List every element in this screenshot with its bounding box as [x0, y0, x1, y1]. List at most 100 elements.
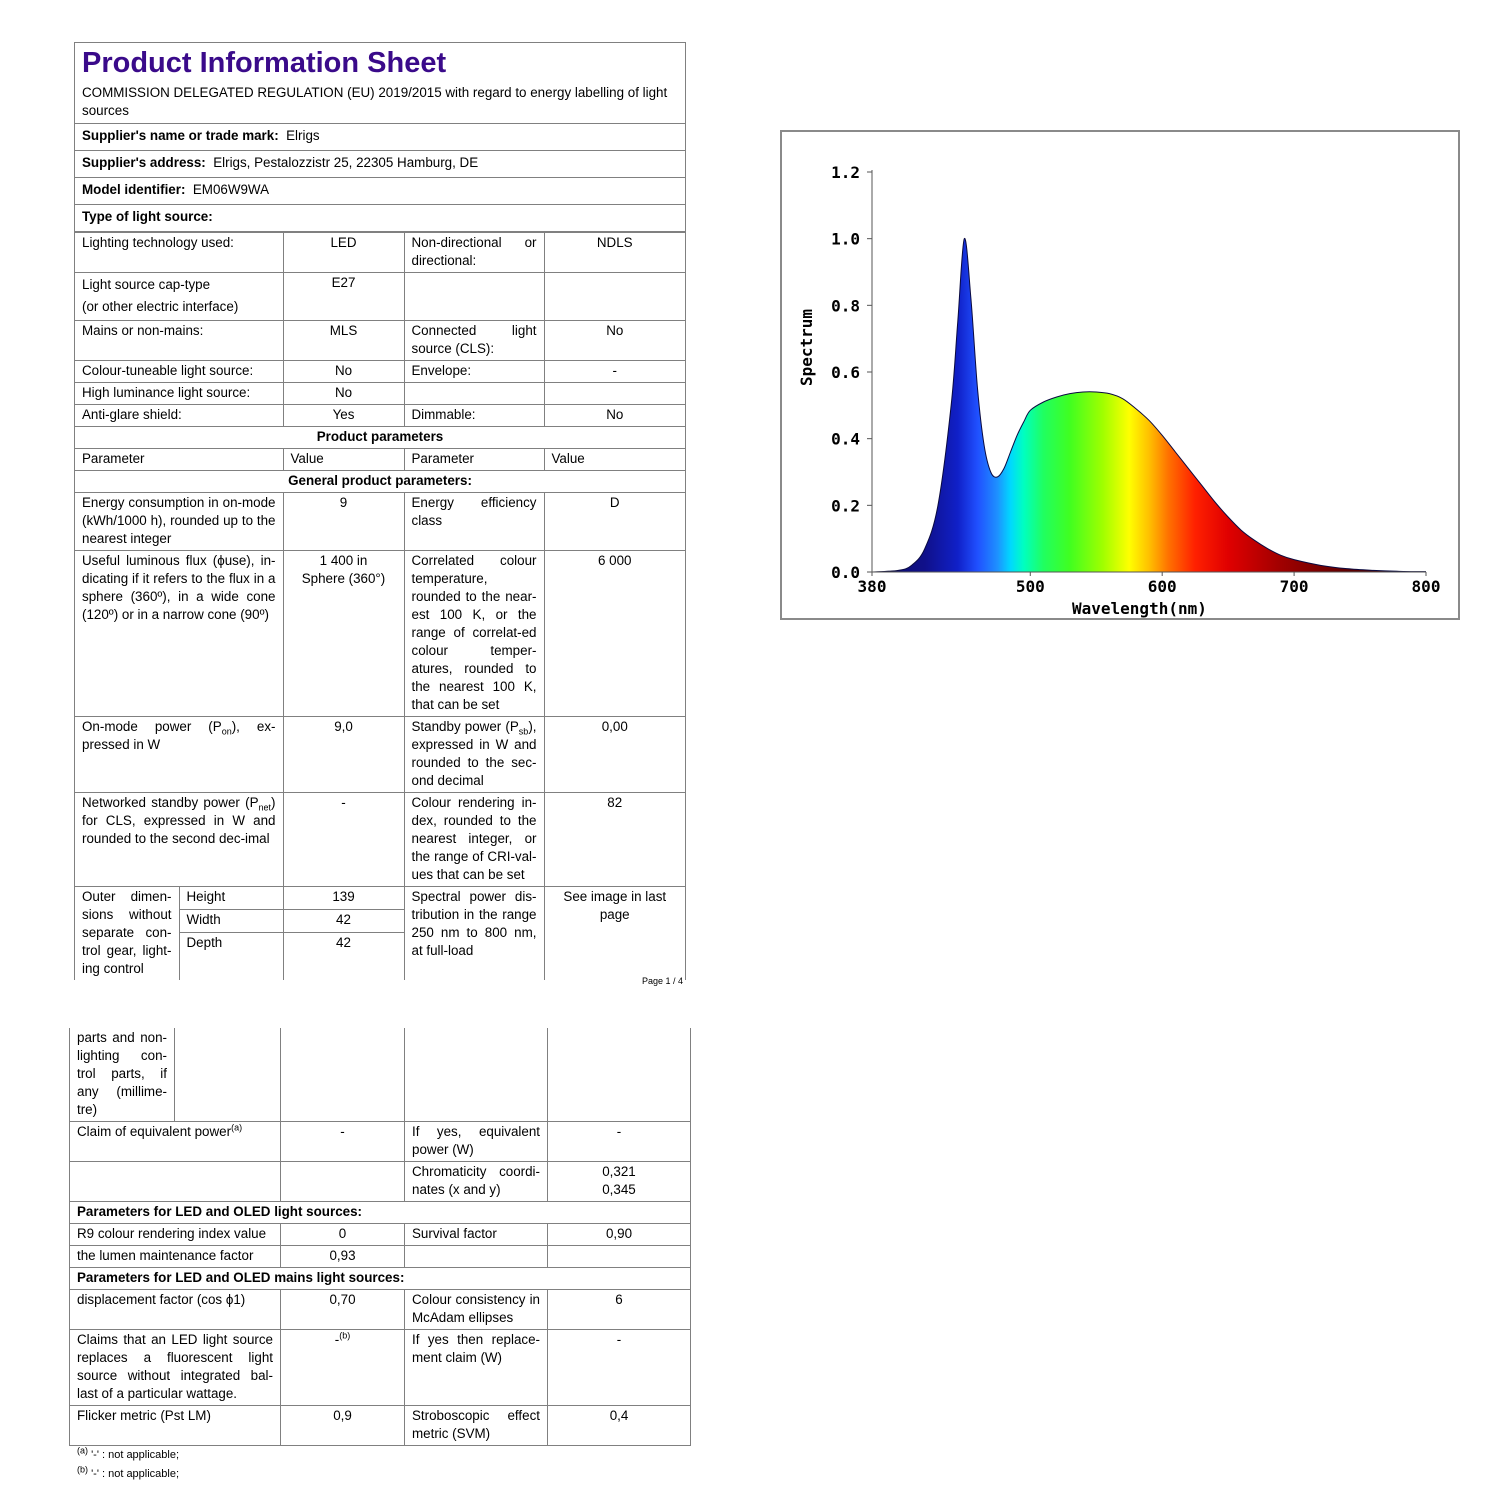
supplier-address-row: Supplier's address: Elrigs, Pestalozzist…: [75, 151, 685, 178]
type-row-value: No: [282, 382, 405, 405]
table-row: On-mode power (Pon), ex-pressed in W 9,0…: [75, 716, 685, 793]
width-value: 42: [282, 908, 405, 933]
depth-label: Depth: [178, 931, 284, 980]
type-row-label-2: Connected light source (CLS):: [403, 320, 545, 361]
depth-value: 42: [282, 931, 405, 980]
width-label: Width: [178, 908, 284, 933]
table-row: Useful luminous flux (ϕuse), in-dicating…: [75, 550, 685, 717]
table-row: the lumen maintenance factor 0,93: [69, 1245, 691, 1268]
table-row: Networked standby power (Pnet) for CLS, …: [75, 792, 685, 887]
empty-cell: [174, 1028, 281, 1122]
footnote-a: (a) '-' : not applicable;: [77, 1446, 690, 1462]
y-tick-label: 0.2: [831, 496, 860, 515]
standby-power-text-a: Standby power (P: [411, 719, 519, 734]
table-row: High luminance light source: No: [75, 382, 685, 405]
colour-temperature-value: 6 000: [543, 550, 685, 717]
x-axis-label: Wavelength(nm): [1072, 599, 1207, 618]
page-1: Product Information Sheet COMMISSION DEL…: [74, 42, 686, 980]
y-tick-label: 0.4: [831, 430, 860, 449]
empty-cell: [404, 1028, 548, 1122]
spectrum-area: [872, 238, 1426, 573]
footnote-a-text: '-' : not applicable;: [91, 1449, 180, 1461]
equivalent-yes-label: If yes, equivalent power (W): [404, 1121, 548, 1162]
empty-cell: [280, 1028, 405, 1122]
spectrum-chart-frame: 0.0 0.2 0.4 0.6 0.8 1.0 1.2 380 500 600 700 800 Spe…: [780, 130, 1460, 620]
energy-consumption-value: 9: [282, 492, 405, 551]
x-tick-label: 800: [1412, 577, 1441, 596]
type-row-label: Anti-glare shield:: [75, 404, 284, 427]
cap-type-line-2: (or other electric interface): [82, 299, 239, 314]
general-parameters-heading: General product parameters:: [75, 470, 685, 493]
model-row: Model identifier: EM06W9WA: [75, 178, 685, 205]
table-row: Claim of equivalent power(a) - If yes, e…: [69, 1121, 691, 1162]
luminous-flux-line-1: 1 400 in: [319, 553, 368, 568]
parameters-table: Lighting technology used: LED Non-direct…: [75, 232, 685, 980]
column-header-value: Value: [282, 448, 405, 471]
on-mode-power-value: 9,0: [282, 716, 405, 793]
plot-area: 0.0 0.2 0.4 0.6 0.8 1.0 1.2 380 500 600 700 800: [831, 163, 1440, 596]
supplier-name-label: Supplier's name or trade mark:: [82, 128, 279, 143]
replacement-claim-footnote-ref: (b): [339, 1330, 351, 1341]
type-row-value: LED: [282, 232, 405, 273]
spectral-distribution-label: Spectral power dis-tribution in the rang…: [403, 886, 545, 980]
table-row: Colour-tuneable light source: No Envelop…: [75, 360, 685, 383]
table-row: Product parameters: [75, 426, 685, 449]
networked-standby-value: -: [282, 792, 405, 887]
table-row: Outer dimen-sions without separate con-t…: [75, 886, 685, 980]
type-row-value: MLS: [282, 320, 405, 361]
page-title: Product Information Sheet: [82, 47, 447, 79]
table-row: Anti-glare shield: Yes Dimmable: No: [75, 404, 685, 427]
efficiency-class-value: D: [543, 492, 685, 551]
table-row: Lighting technology used: LED Non-direct…: [75, 232, 685, 273]
colour-temperature-label: Correlated colour temperature, rounded t…: [403, 550, 545, 717]
regulation-subtitle: COMMISSION DELEGATED REGULATION (EU) 201…: [75, 81, 685, 124]
survival-value: 0,90: [547, 1223, 691, 1246]
cap-type-line-1: Light source cap-type: [82, 277, 211, 292]
equivalent-yes-value: -: [547, 1121, 691, 1162]
type-row-label-2: Non-directional or directional:: [403, 232, 545, 273]
table-row: Flicker metric (Pst LM) 0,9 Stroboscopic…: [69, 1405, 691, 1446]
column-header-value-2: Value: [543, 448, 685, 471]
replacement-yes-value: -: [547, 1329, 691, 1406]
x-tick-label: 600: [1148, 577, 1177, 596]
standby-power-sub: sb: [518, 726, 529, 737]
networked-standby-text-a: Networked standby power (P: [82, 795, 259, 810]
table-row: Mains or non-mains: MLS Connected light …: [75, 320, 685, 361]
product-parameters-heading: Product parameters: [75, 426, 685, 449]
page-2: parts and non-lighting con-trol parts, i…: [69, 1028, 691, 1481]
colour-consistency-label: Colour consistency in McAdam ellipses: [404, 1289, 548, 1330]
type-row-value: Yes: [282, 404, 405, 427]
led-section-heading: Parameters for LED and OLED light source…: [69, 1201, 691, 1224]
model-label: Model identifier:: [82, 182, 186, 197]
type-row-value-2: NDLS: [543, 232, 685, 273]
replacement-claim-dash: -: [334, 1332, 340, 1347]
survival-label: Survival factor: [404, 1223, 548, 1246]
footnote-b-text: '-' : not applicable;: [91, 1468, 180, 1480]
replacement-yes-label: If yes then replace-ment claim (W): [404, 1329, 548, 1406]
empty-cell: [403, 272, 545, 321]
type-row-label: High luminance light source:: [75, 382, 284, 405]
colour-rendering-value: 82: [543, 792, 685, 887]
lumen-maintenance-label: the lumen maintenance factor: [69, 1245, 281, 1268]
table-row: Width 42: [75, 908, 685, 933]
supplier-address: Elrigs, Pestalozzistr 25, 22305 Hamburg,…: [213, 155, 479, 170]
empty-cell: [280, 1161, 405, 1202]
type-row: Type of light source:: [75, 205, 685, 232]
networked-standby-label: Networked standby power (Pnet) for CLS, …: [75, 792, 284, 887]
table-row: Depth 42: [75, 931, 685, 980]
r9-value: 0: [280, 1223, 405, 1246]
column-header-parameter-2: Parameter: [403, 448, 545, 471]
energy-consumption-label: Energy consumption in on-mode (kWh/1000 …: [75, 492, 284, 551]
page-number: Page 1 / 4: [642, 976, 684, 986]
standby-power-value: 0,00: [543, 716, 685, 793]
table-row: Parameter Value Parameter Value: [75, 448, 685, 471]
chromaticity-y: 0,345: [602, 1182, 636, 1197]
table-row: parts and non-lighting con-trol parts, i…: [69, 1028, 691, 1122]
stroboscopic-label: Stroboscopic effect metric (SVM): [404, 1405, 548, 1446]
table-row: Light source cap-type (or other electric …: [75, 272, 685, 321]
flicker-value: 0,9: [280, 1405, 405, 1446]
colour-rendering-label: Colour rendering in-dex, rounded to the …: [403, 792, 545, 887]
outer-dimensions-continued: parts and non-lighting con-trol parts, i…: [69, 1028, 175, 1122]
spectrum-chart: 0.0 0.2 0.4 0.6 0.8 1.0 1.2 380 500 600 700 800 Spe…: [797, 163, 1440, 618]
empty-cell: [543, 272, 685, 321]
